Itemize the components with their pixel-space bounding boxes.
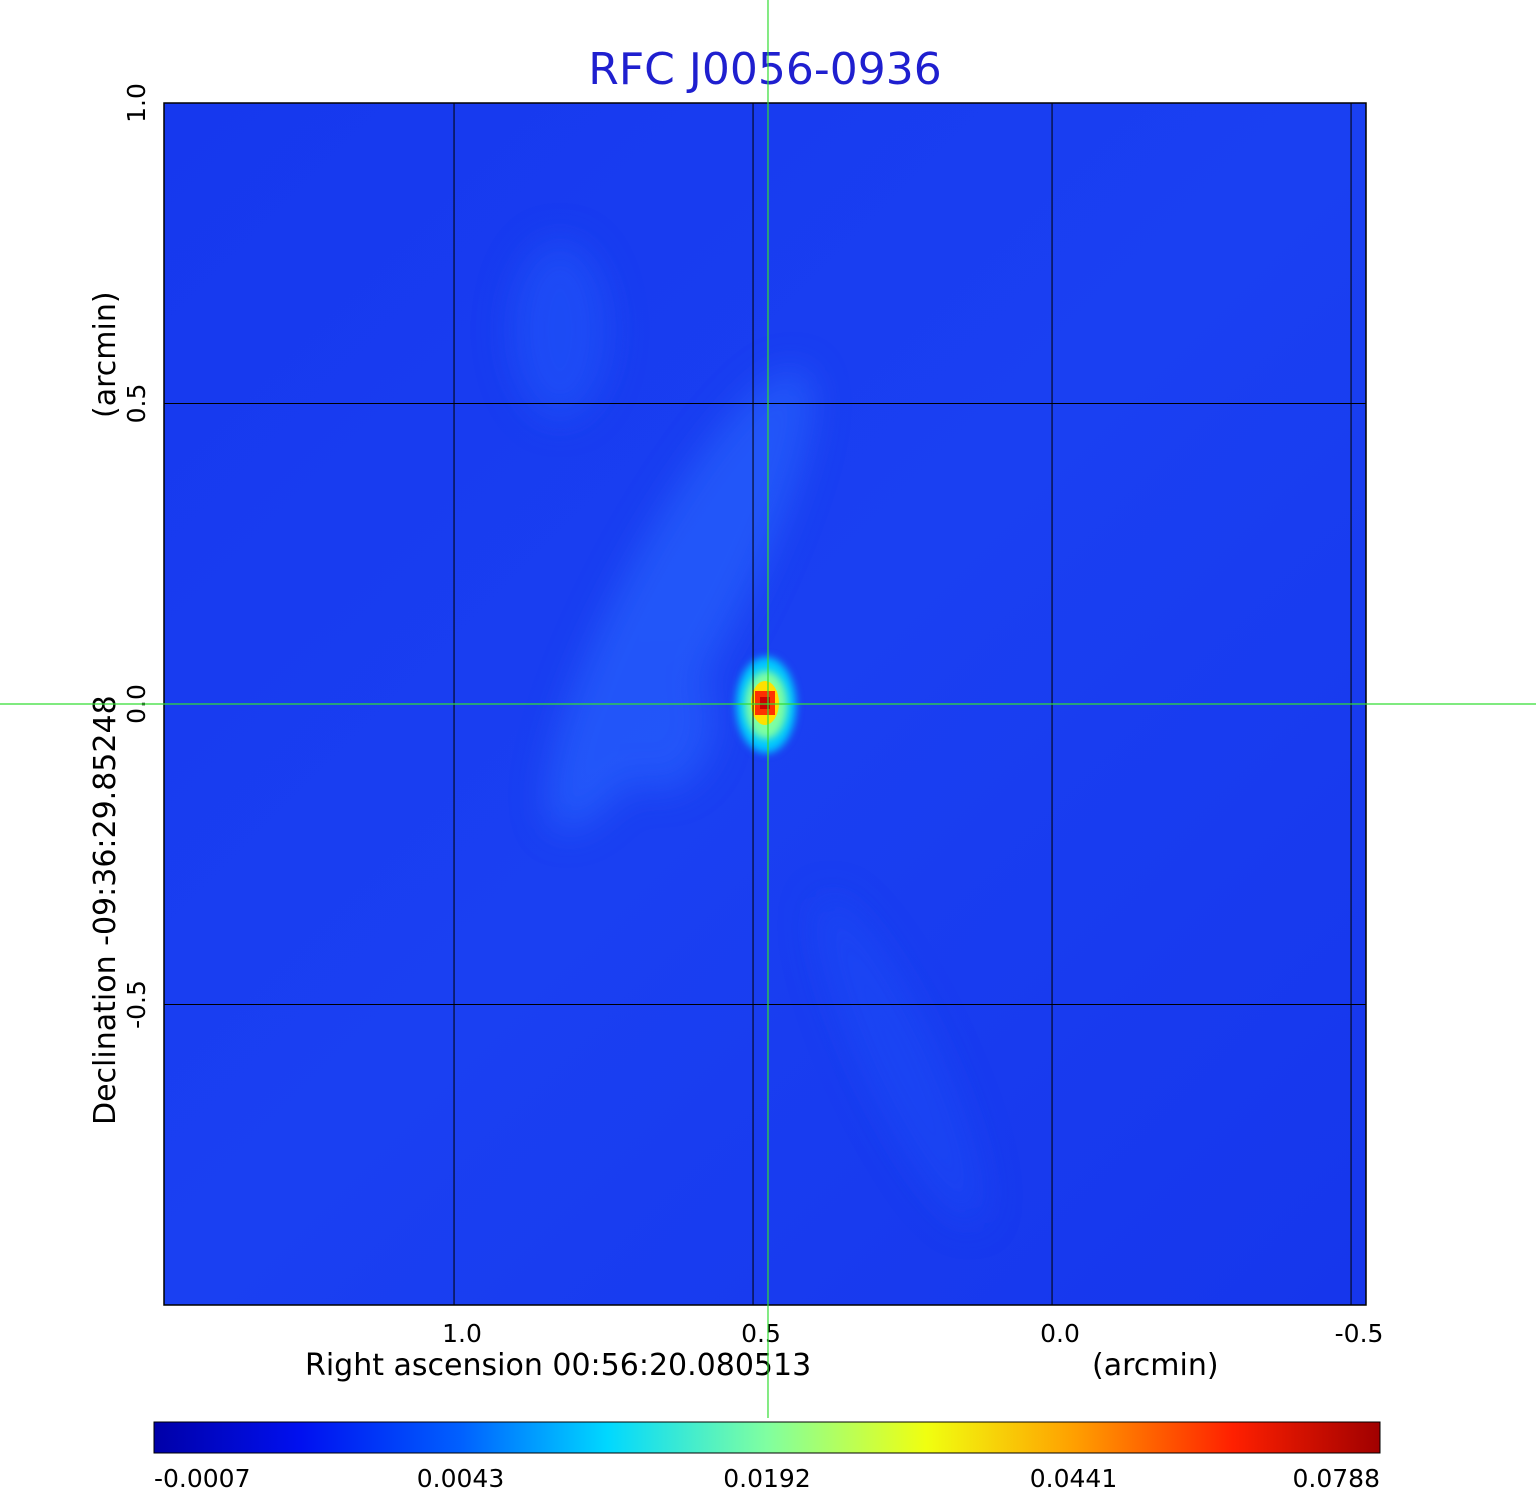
- x-axis-label: Right ascension 00:56:20.080513: [305, 1348, 811, 1383]
- chart-title: RFC J0056-0936: [588, 44, 941, 95]
- colorbar-tick-labels: -0.0007 0.0043 0.0192 0.0441 0.0788: [154, 1464, 1380, 1493]
- x-tick-label-1: 0.5: [741, 1319, 781, 1348]
- colorbar: [153, 1421, 1381, 1454]
- x-tick-label-2: 0.0: [1040, 1319, 1080, 1348]
- colorbar-tick-label-3: 0.0441: [1030, 1464, 1117, 1493]
- x-tick-labels: 1.0 0.5 0.0 -0.5: [442, 1319, 1383, 1348]
- sidelobe-structure: [510, 240, 985, 1225]
- crosshair: [0, 0, 1536, 1418]
- colorbar-tick-label-2: 0.0192: [723, 1464, 810, 1493]
- y-tick-label-0: 1.0: [122, 83, 151, 123]
- y-tick-label-1: 0.5: [122, 384, 151, 424]
- x-tick-label-3: -0.5: [1335, 1319, 1384, 1348]
- y-tick-label-3: -0.5: [122, 980, 151, 1029]
- x-axis-unit: (arcmin): [1092, 1348, 1219, 1383]
- y-tick-labels: 1.00.50.0-0.5: [122, 83, 151, 1029]
- x-tick-label-0: 1.0: [442, 1319, 482, 1348]
- colorbar-tick-label-1: 0.0043: [417, 1464, 504, 1493]
- colorbar-tick-label-4: 0.0788: [1293, 1464, 1380, 1493]
- y-axis-unit: (arcmin): [88, 291, 123, 418]
- source-core: [736, 657, 796, 753]
- y-axis-label: Declination -09:36:29.85248: [88, 695, 123, 1125]
- colorbar-tick-label-0: -0.0007: [154, 1464, 251, 1493]
